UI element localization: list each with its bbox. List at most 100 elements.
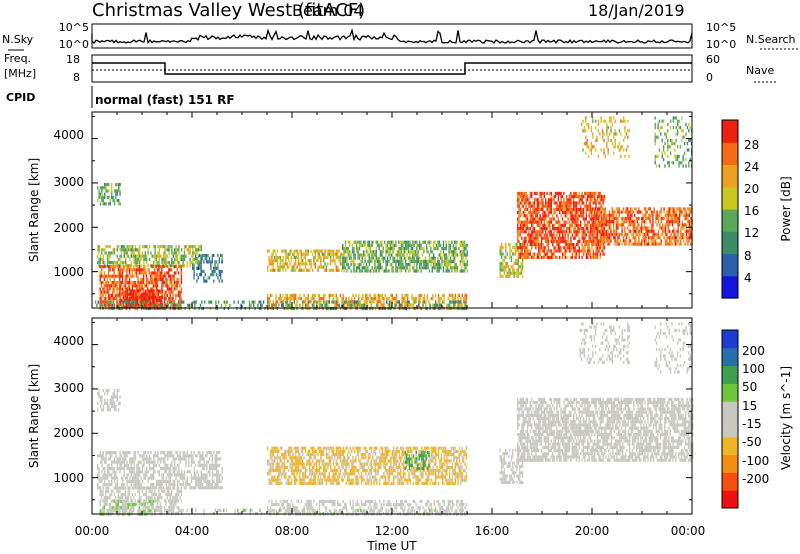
range-gate-cell bbox=[278, 265, 280, 269]
range-gate-cell bbox=[563, 220, 565, 224]
range-gate-cell bbox=[649, 207, 651, 211]
range-gate-cell bbox=[288, 255, 290, 260]
range-gate-cell bbox=[445, 259, 447, 263]
range-gate-cell bbox=[584, 239, 586, 243]
range-gate-cell bbox=[106, 281, 108, 285]
range-gate-cell bbox=[342, 293, 344, 297]
range-gate-cell bbox=[116, 389, 118, 393]
power-colorbar bbox=[722, 120, 738, 299]
range-gate-cell bbox=[150, 302, 152, 306]
range-gate-cell bbox=[524, 223, 526, 227]
range-gate-cell bbox=[636, 223, 639, 227]
range-gate-cell bbox=[141, 245, 144, 249]
range-gate-cell bbox=[673, 236, 675, 240]
range-gate-cell bbox=[392, 243, 394, 247]
range-gate-cell bbox=[145, 302, 147, 306]
range-gate-cell bbox=[161, 245, 163, 249]
range-gate-cell bbox=[112, 451, 114, 455]
range-gate-cell bbox=[127, 467, 130, 471]
range-gate-cell bbox=[542, 246, 544, 250]
range-gate-cell bbox=[596, 236, 598, 240]
range-gate-cell bbox=[351, 303, 353, 307]
range-gate-cell bbox=[539, 246, 541, 250]
range-gate-cell bbox=[676, 239, 678, 243]
range-gate-cell bbox=[570, 230, 572, 234]
range-gate-cell bbox=[130, 479, 132, 483]
range-gate-cell bbox=[521, 246, 523, 250]
range-gate-cell bbox=[132, 457, 134, 461]
range-gate-cell bbox=[197, 254, 200, 258]
range-gate-cell bbox=[588, 233, 590, 237]
range-gate-cell bbox=[104, 251, 106, 255]
range-gate-cell bbox=[547, 211, 550, 215]
range-gate-cell bbox=[632, 226, 634, 230]
range-gate-cell bbox=[509, 271, 511, 275]
range-gate-cell bbox=[621, 220, 623, 224]
range-gate-cell bbox=[402, 266, 404, 270]
range-gate-cell bbox=[652, 223, 654, 227]
range-gate-cell bbox=[168, 251, 170, 255]
range-gate-cell bbox=[119, 202, 121, 206]
range-gate-cell bbox=[663, 216, 665, 221]
range-gate-cell bbox=[410, 256, 412, 260]
range-gate-cell bbox=[102, 186, 104, 190]
range-gate-cell bbox=[364, 240, 366, 244]
range-gate-cell bbox=[401, 297, 403, 301]
range-gate-cell bbox=[578, 207, 580, 211]
range-gate-cell bbox=[192, 248, 194, 252]
range-gate-cell bbox=[426, 243, 428, 247]
range-gate-cell bbox=[279, 300, 281, 304]
range-gate-cell bbox=[561, 211, 564, 215]
range-gate-cell bbox=[580, 249, 582, 253]
range-gate-cell bbox=[680, 239, 682, 243]
range-gate-cell bbox=[214, 269, 216, 274]
range-gate-cell bbox=[574, 249, 576, 253]
range-gate-cell bbox=[152, 292, 154, 296]
range-gate-cell bbox=[421, 293, 423, 297]
range-gate-cell bbox=[526, 227, 529, 231]
range-gate-cell bbox=[295, 259, 297, 263]
range-gate-cell bbox=[536, 230, 538, 234]
range-gate-cell bbox=[168, 290, 170, 294]
range-gate-cell bbox=[99, 460, 102, 464]
range-gate-cell bbox=[136, 248, 138, 252]
range-gate-cell bbox=[275, 255, 277, 260]
range-gate-cell bbox=[112, 398, 114, 402]
range-gate-cell bbox=[573, 249, 575, 253]
range-gate-cell bbox=[519, 271, 521, 275]
range-gate-cell bbox=[416, 263, 418, 267]
range-gate-cell bbox=[622, 148, 625, 152]
range-gate-cell bbox=[126, 245, 128, 249]
range-gate-cell bbox=[550, 255, 552, 259]
range-gate-cell bbox=[440, 303, 442, 307]
range-gate-cell bbox=[553, 249, 555, 253]
range-gate-cell bbox=[285, 303, 287, 307]
range-gate-cell bbox=[526, 233, 529, 237]
range-gate-cell bbox=[606, 216, 608, 221]
range-gate-cell bbox=[220, 303, 223, 307]
range-gate-cell bbox=[539, 243, 541, 247]
range-gate-cell bbox=[631, 223, 633, 227]
range-gate-cell bbox=[611, 232, 613, 237]
range-gate-cell bbox=[144, 265, 146, 269]
range-gate-cell bbox=[596, 252, 599, 256]
range-gate-cell bbox=[461, 303, 463, 307]
range-gate-cell bbox=[627, 119, 629, 123]
range-gate-cell bbox=[118, 401, 120, 405]
range-gate-cell bbox=[667, 223, 669, 227]
range-gate-cell bbox=[137, 277, 139, 281]
range-gate-cell bbox=[278, 268, 280, 272]
range-gate-cell bbox=[444, 259, 446, 263]
range-gate-cell bbox=[451, 293, 454, 297]
range-gate-cell bbox=[638, 210, 640, 214]
range-gate-cell bbox=[585, 204, 587, 208]
range-gate-cell bbox=[116, 290, 118, 294]
range-gate-cell bbox=[536, 214, 538, 218]
range-gate-cell bbox=[267, 297, 269, 301]
range-gate-cell bbox=[413, 259, 415, 263]
range-gate-cell bbox=[502, 262, 504, 266]
range-gate-cell bbox=[566, 198, 568, 202]
range-gate-cell bbox=[120, 248, 123, 252]
range-gate-cell bbox=[146, 289, 148, 293]
range-gate-cell bbox=[499, 265, 501, 269]
